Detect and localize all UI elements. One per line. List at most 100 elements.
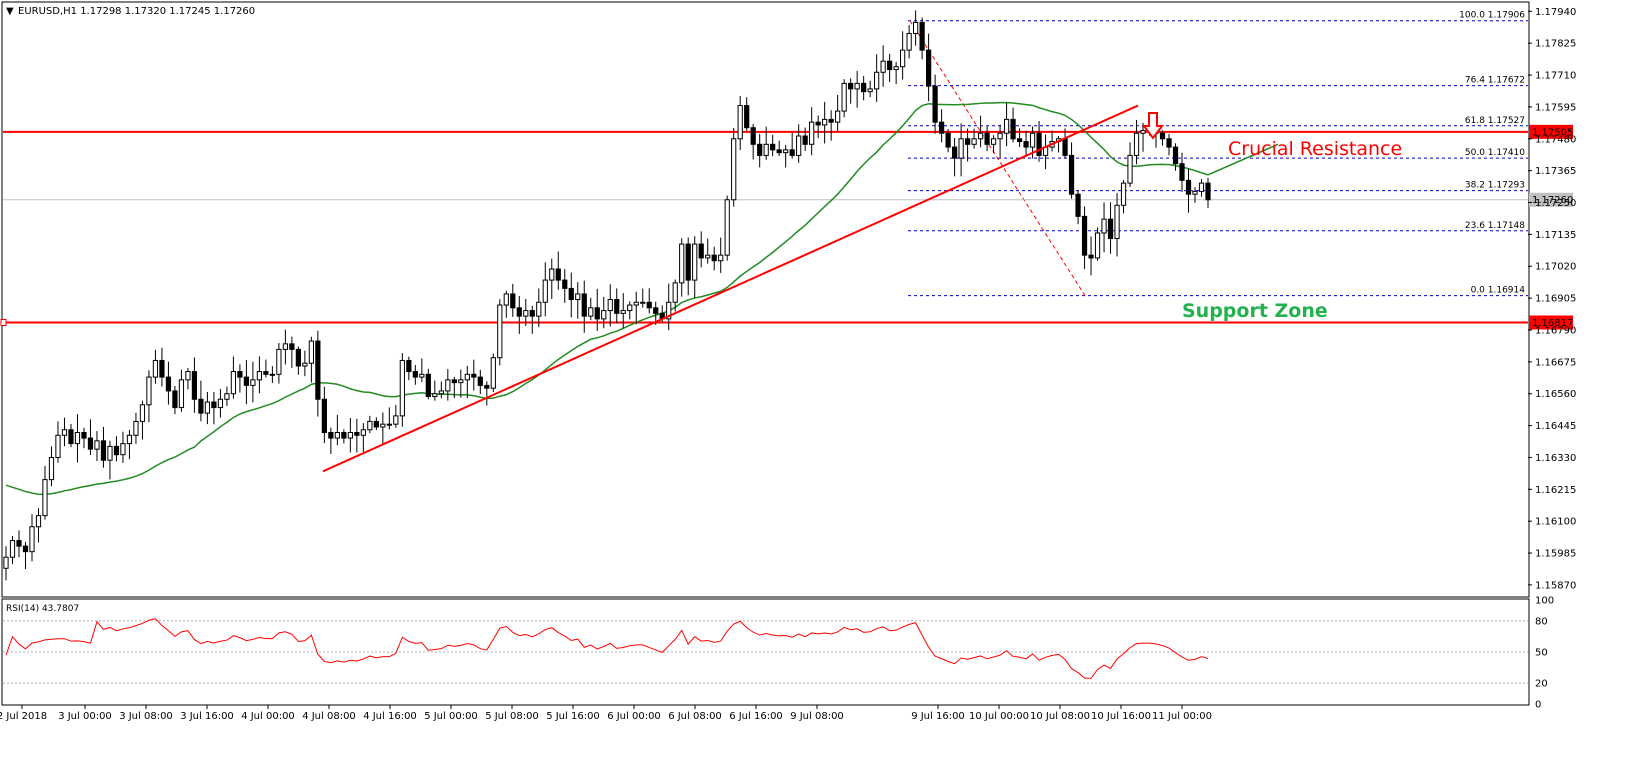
candle-body — [1185, 179, 1192, 195]
candle-body — [724, 199, 730, 256]
price-tag — [1529, 124, 1573, 139]
candle-body — [893, 66, 899, 71]
candle-body — [425, 373, 431, 397]
candle-body — [334, 432, 340, 439]
candle-body — [711, 254, 717, 262]
candle-body — [802, 135, 808, 145]
candle-body — [1159, 132, 1166, 140]
candle-body — [575, 293, 581, 301]
candle-body — [477, 376, 483, 386]
price-axis: 1.17940 1.17825 1.17710 1.17595 1.17480 1.173… — [1528, 7, 1576, 591]
candle-body — [835, 110, 841, 123]
candle-body — [997, 132, 1003, 140]
fib-level-label: 50.0 1.17410 — [1465, 148, 1525, 158]
candle-body — [139, 404, 146, 422]
candle-body — [94, 440, 100, 450]
candle-body — [243, 376, 250, 386]
candle-body — [1172, 146, 1179, 165]
candle-body — [256, 371, 263, 381]
candle-body — [1133, 132, 1140, 156]
candle-body — [9, 540, 16, 558]
rsi-tick-label: 0 — [1535, 700, 1541, 711]
candle-body — [549, 268, 555, 281]
candle-body — [1081, 215, 1088, 256]
candle-body — [81, 432, 87, 439]
candle-body — [640, 301, 646, 304]
support-label: Support Zone — [1182, 300, 1328, 322]
candle-body — [1114, 204, 1120, 240]
candle-body — [516, 307, 522, 317]
time-tick-label: 6 Jul 00:00 — [607, 711, 661, 722]
candle-body — [698, 243, 704, 259]
symbol-header: EURUSD,H1 1.17298 1.17320 1.17245 1.1726… — [18, 6, 255, 17]
main-pane-frame — [1, 1, 1530, 598]
candle-body — [783, 149, 789, 154]
candle-body — [614, 299, 620, 314]
candle-body — [555, 268, 561, 281]
fib-diagonal — [909, 20, 1086, 296]
candle-body — [113, 445, 120, 456]
candle-body — [386, 423, 392, 426]
candle-body — [282, 343, 288, 350]
candle-body — [74, 432, 81, 445]
candle-body — [1179, 163, 1185, 181]
candle-body — [770, 143, 776, 151]
candle-body — [1205, 182, 1211, 201]
candle-body — [276, 348, 282, 375]
price-tick-label: 1.17710 — [1535, 71, 1576, 82]
header-collapse-icon[interactable]: ▼ — [6, 6, 14, 17]
candle-body — [932, 85, 938, 123]
time-tick-label: 2 Jul 2018 — [0, 711, 47, 722]
candle-body — [367, 420, 373, 431]
candle-body — [1192, 190, 1198, 195]
price-tick-label: 1.16675 — [1535, 357, 1576, 368]
time-tick-label: 6 Jul 08:00 — [668, 711, 722, 722]
candle-body — [1016, 138, 1023, 143]
candle-body — [562, 279, 568, 289]
candle-body — [880, 60, 886, 73]
fib-level-label: 0.0 1.16914 — [1471, 286, 1526, 296]
candle-body — [958, 138, 964, 159]
candle-body — [503, 293, 509, 306]
fib-level-label: 76.4 1.17672 — [1465, 76, 1525, 86]
candle-body — [471, 373, 477, 378]
rsi-tick-label: 20 — [1535, 679, 1548, 690]
candle-body — [152, 359, 159, 378]
resistance-label: Crucial Resistance — [1228, 138, 1402, 160]
candle-body — [913, 21, 919, 34]
candle-body — [971, 138, 977, 145]
candle-body — [380, 423, 386, 428]
candle-body — [1068, 154, 1075, 195]
moving-average — [5, 101, 1279, 496]
candle-body — [399, 359, 405, 417]
candle-body — [926, 49, 932, 87]
candle-body — [861, 82, 867, 93]
candle-body — [529, 310, 535, 317]
rsi-tick-label: 80 — [1535, 616, 1548, 627]
candle-body — [3, 556, 9, 569]
candle-body — [146, 376, 152, 406]
candle-body — [1166, 138, 1172, 148]
sma-line — [5, 101, 1279, 496]
time-tick-label: 9 Jul 08:00 — [790, 711, 844, 722]
candle-body — [295, 348, 301, 367]
candle-body — [815, 121, 821, 126]
candle-body — [1107, 218, 1114, 240]
candle-body — [1010, 118, 1016, 140]
time-tick-label: 3 Jul 16:00 — [180, 711, 234, 722]
ascending-trendline — [322, 104, 1139, 473]
candle-body — [133, 420, 139, 436]
time-tick-label: 11 Jul 00:00 — [1152, 711, 1212, 722]
candle-body — [360, 429, 366, 436]
candle-body — [789, 149, 795, 156]
candle-body — [341, 432, 347, 439]
candle-body — [900, 49, 906, 68]
candle-body — [705, 254, 711, 259]
candle-body — [230, 371, 237, 395]
fib-level-label: 23.6 1.17148 — [1465, 221, 1525, 231]
candle-body — [951, 146, 958, 159]
time-tick-label: 4 Jul 16:00 — [363, 711, 417, 722]
time-axis: 2 Jul 2018 3 Jul 00:00 3 Jul 08:00 3 Jul 16… — [0, 705, 1212, 722]
